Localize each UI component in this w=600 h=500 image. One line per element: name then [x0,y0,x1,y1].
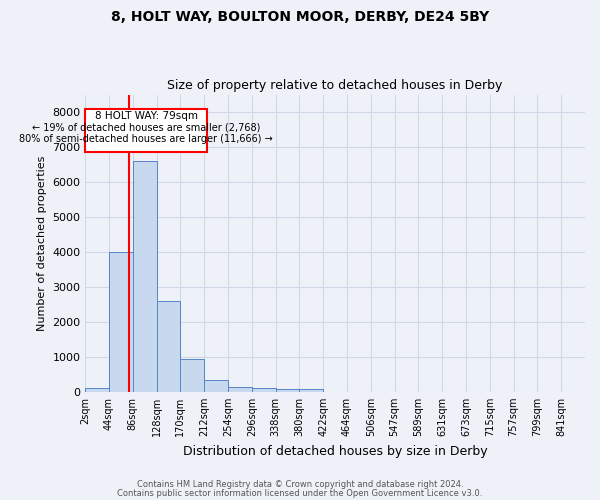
Bar [252,388,275,392]
Bar [133,161,157,392]
Bar [109,252,133,392]
Bar [275,390,299,392]
Bar [228,388,252,392]
Text: ← 19% of detached houses are smaller (2,768): ← 19% of detached houses are smaller (2,… [32,122,260,132]
Bar [204,380,228,392]
Title: Size of property relative to detached houses in Derby: Size of property relative to detached ho… [167,79,503,92]
Text: Contains HM Land Registry data © Crown copyright and database right 2024.: Contains HM Land Registry data © Crown c… [137,480,463,489]
Text: Contains public sector information licensed under the Open Government Licence v3: Contains public sector information licen… [118,490,482,498]
Bar [299,390,323,392]
Text: 8, HOLT WAY, BOULTON MOOR, DERBY, DE24 5BY: 8, HOLT WAY, BOULTON MOOR, DERBY, DE24 5… [111,10,489,24]
Bar [181,358,204,392]
Text: 8 HOLT WAY: 79sqm: 8 HOLT WAY: 79sqm [95,112,197,122]
Bar [157,301,181,392]
X-axis label: Distribution of detached houses by size in Derby: Distribution of detached houses by size … [183,444,487,458]
Bar [85,108,207,152]
Y-axis label: Number of detached properties: Number of detached properties [37,156,47,331]
Bar [85,388,109,392]
Text: 80% of semi-detached houses are larger (11,666) →: 80% of semi-detached houses are larger (… [19,134,273,143]
